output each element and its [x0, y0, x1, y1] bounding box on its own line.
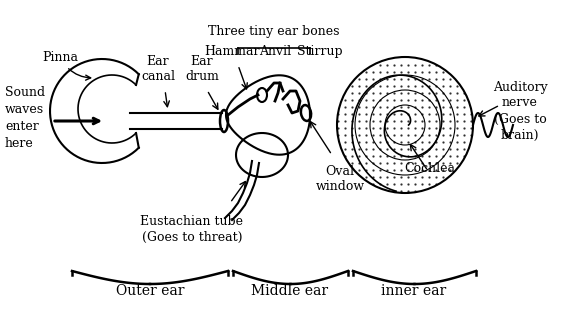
Text: Ear
drum: Ear drum [185, 55, 219, 83]
Text: Auditory
nerve
(Goes to
brain): Auditory nerve (Goes to brain) [493, 81, 547, 142]
Text: Three tiny ear bones: Three tiny ear bones [208, 25, 340, 38]
Text: Eustachian tube
(Goes to threat): Eustachian tube (Goes to threat) [140, 215, 244, 244]
Text: Sound
waves
enter
here: Sound waves enter here [5, 86, 45, 150]
Text: Cochlea: Cochlea [405, 162, 456, 175]
Text: Ear
canal: Ear canal [141, 55, 175, 83]
Text: Outer ear: Outer ear [116, 284, 185, 298]
Ellipse shape [301, 105, 311, 121]
Text: inner ear: inner ear [382, 284, 446, 298]
Text: Pinna: Pinna [42, 51, 91, 80]
Text: Hammar: Hammar [204, 45, 260, 58]
Text: Middle ear: Middle ear [252, 284, 328, 298]
Text: Stirrup: Stirrup [297, 45, 343, 58]
Text: Anvil: Anvil [259, 45, 291, 58]
Ellipse shape [257, 88, 267, 102]
Text: Oval
window: Oval window [316, 165, 364, 193]
